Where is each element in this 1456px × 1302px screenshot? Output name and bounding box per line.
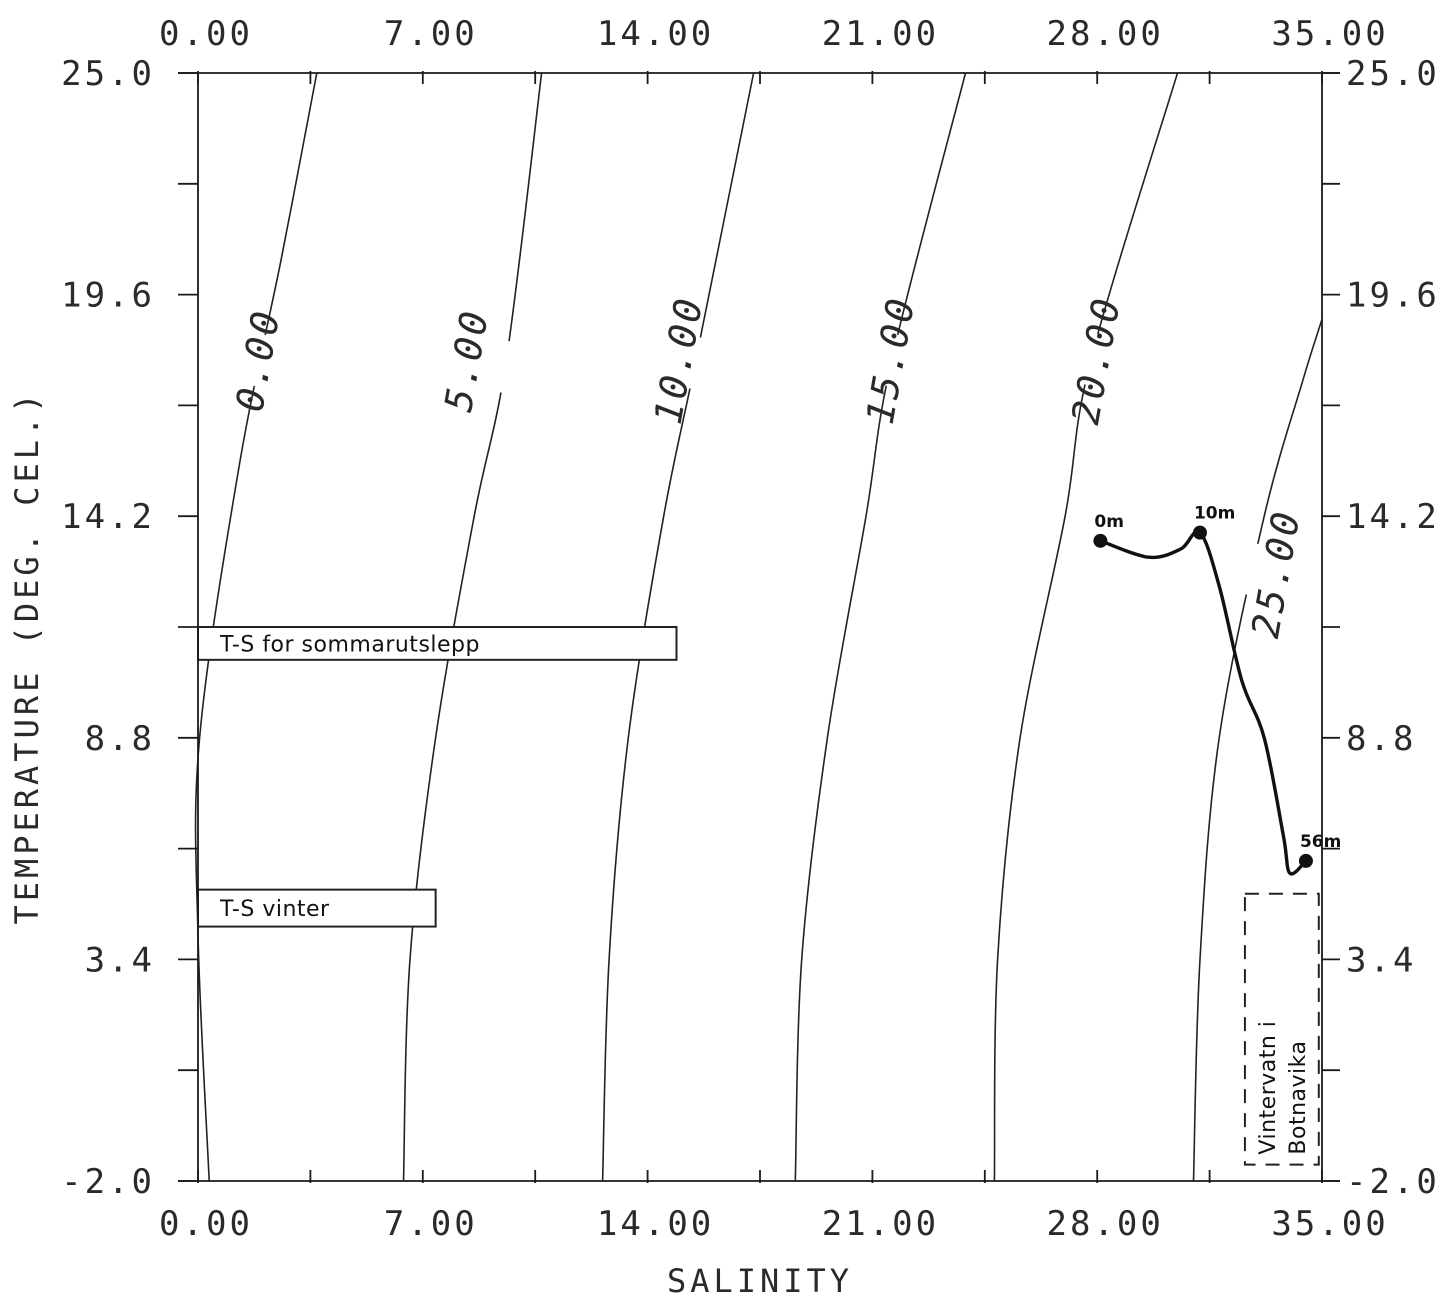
x-tick-label-top: 28.00	[1047, 14, 1164, 54]
depth-marker	[1093, 533, 1108, 548]
depth-marker	[1298, 853, 1313, 868]
isopycnal-line	[794, 72, 967, 1182]
depth-label: 0m	[1094, 512, 1124, 532]
isopycnal-label-knockout	[183, 322, 335, 399]
isopycnal-line	[601, 72, 755, 1182]
annotation-label: T-S for sommarutslepp	[219, 632, 480, 657]
y-tick-label-right: 3.4	[1346, 940, 1416, 980]
y-tick-label-left: 19.6	[61, 276, 155, 316]
annotation-box	[197, 626, 678, 661]
x-tick-label-bottom: 7.00	[384, 1204, 478, 1244]
x-tick-label-top: 7.00	[384, 14, 478, 54]
y-axis-title: TEMPERATURE (DEG. CEL.)	[8, 389, 46, 924]
y-tick-label-left: 3.4	[85, 940, 155, 980]
ts-profile-line	[1099, 529, 1308, 876]
y-tick-label-right: 8.8	[1346, 719, 1416, 759]
x-tick-label-top: 35.00	[1271, 14, 1388, 54]
x-tick-label-top: 0.00	[159, 14, 253, 54]
profile-layer: 0m 10m 56m	[1093, 504, 1341, 876]
isopycnal-line	[1192, 318, 1323, 1182]
y-tick-label-left: 25.0	[61, 54, 155, 94]
dashed-region-label: Vintervatn i	[1256, 1021, 1281, 1155]
y-tick-label-right: -2.0	[1346, 1162, 1440, 1202]
isopycnal-label-knockout	[1201, 535, 1353, 612]
x-tick-label-bottom: 21.00	[822, 1204, 939, 1244]
isopycnal-line	[194, 72, 318, 1182]
dashed-region-box	[1243, 892, 1320, 1166]
annotation-label: T-S vinter	[219, 897, 330, 922]
annotation-layer: T-S for sommarutslepp T-S vinter Vintervat…	[197, 626, 1320, 1166]
y-tick-label-left: 8.8	[85, 719, 155, 759]
x-tick-label-top: 21.00	[822, 14, 939, 54]
axis-layer: 0.00 0.00 7.00 7.00 14.00 14.00 21.00 21.00 28.0…	[61, 14, 1440, 1244]
y-tick-label-right: 14.2	[1346, 497, 1440, 537]
y-tick-label-left: 14.2	[61, 497, 155, 537]
isopycnal-label: 0.00	[227, 305, 288, 415]
isopycnal-label-knockout	[1021, 322, 1173, 399]
isopycnal-label-knockout	[816, 322, 968, 399]
x-axis-title: SALINITY	[667, 1262, 853, 1300]
depth-label: 56m	[1300, 832, 1341, 852]
dashed-region-label: Botnavika	[1286, 1041, 1311, 1155]
x-tick-label-bottom: 0.00	[159, 1204, 253, 1244]
isopycnal-label: 5.00	[436, 305, 497, 415]
x-tick-label-bottom: 14.00	[597, 1204, 714, 1244]
x-tick-label-bottom: 35.00	[1271, 1204, 1388, 1244]
annotation-box	[197, 888, 437, 928]
y-tick-label-left: -2.0	[61, 1162, 155, 1202]
isopycnal-label-knockout	[604, 322, 756, 399]
x-tick-label-top: 14.00	[597, 14, 714, 54]
isopycnal-line	[993, 72, 1179, 1182]
depth-marker	[1192, 525, 1207, 540]
y-tick-label-right: 19.6	[1346, 276, 1440, 316]
isopycnal-label-knockout	[392, 322, 544, 399]
x-tick-label-bottom: 28.00	[1047, 1204, 1164, 1244]
isopycnal-line	[402, 72, 543, 1182]
y-tick-label-right: 25.0	[1346, 54, 1440, 94]
depth-label: 10m	[1194, 504, 1235, 524]
